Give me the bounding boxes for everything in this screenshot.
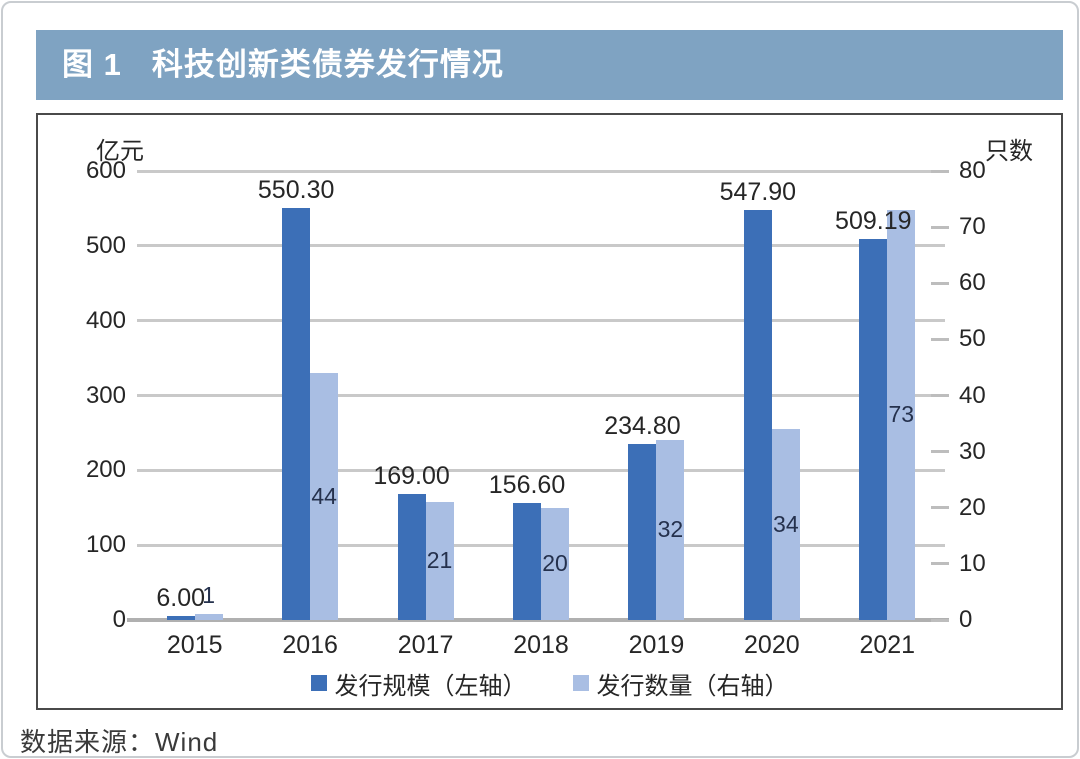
right-tick-label: 60 — [959, 269, 986, 297]
x-axis-label-2015: 2015 — [166, 631, 223, 659]
value-label-2017: 169.00 — [373, 461, 450, 490]
bar-count-2021 — [887, 210, 916, 620]
right-tick-mark — [931, 169, 949, 173]
figure-title: 科技创新类债券发行情况 — [151, 47, 504, 82]
left-tick-label: 300 — [85, 381, 126, 409]
bar-scale-2021 — [859, 238, 888, 620]
count-label-2021: 73 — [888, 401, 915, 428]
right-tick-label: 80 — [959, 157, 986, 184]
x-axis-label-2018: 2018 — [513, 631, 569, 659]
legend-swatch-icon — [572, 675, 589, 691]
right-axis-unit-label: 只数 — [985, 138, 1033, 165]
bar-count-2019 — [656, 440, 685, 620]
bar-scale-2017 — [397, 493, 426, 620]
gridline — [137, 468, 945, 472]
count-label-2020: 34 — [773, 510, 799, 537]
left-axis-unit-label: 亿元 — [96, 138, 144, 165]
count-label-2018: 20 — [542, 549, 568, 576]
figure-number: 图 1 — [62, 47, 122, 82]
gridline — [137, 319, 945, 323]
count-label-2019: 32 — [657, 516, 684, 543]
bar-count-2017 — [425, 502, 454, 620]
right-tick-label: 70 — [959, 213, 986, 241]
x-axis-label-2019: 2019 — [628, 631, 685, 659]
left-tick-label: 200 — [85, 456, 126, 484]
chart-card: 亿元 只数 6.00 1 550.30 44 169.00 21 156.60 20 234.8… — [36, 113, 1063, 710]
x-axis-label-2016: 2016 — [282, 631, 338, 659]
count-label-2016: 44 — [311, 482, 337, 509]
bar-count-2020 — [771, 429, 800, 620]
legend: 发行规模（左轴） 发行数量（右轴） — [38, 665, 1061, 701]
x-axis-label-2017: 2017 — [397, 631, 454, 659]
figure-title-bar: 图 1 科技创新类债券发行情况 — [36, 30, 1063, 100]
right-tick-label: 50 — [959, 325, 986, 353]
legend-swatch-icon — [310, 675, 327, 691]
right-tick-mark — [931, 618, 949, 622]
right-tick-mark — [931, 506, 949, 510]
bar-scale-2018 — [513, 502, 541, 620]
value-label-2016: 550.30 — [257, 176, 335, 205]
right-tick-label: 0 — [959, 606, 973, 633]
right-tick-mark — [931, 562, 949, 566]
data-source: 数据来源：Wind — [20, 727, 219, 757]
bar-count-2015 — [194, 614, 223, 620]
count-label-2015: 1 — [202, 582, 216, 609]
right-tick-label: 30 — [959, 437, 986, 465]
value-label-2015: 6.00 — [156, 583, 206, 612]
bar-count-2016 — [310, 373, 339, 620]
right-tick-mark — [931, 281, 949, 285]
left-tick-label: 600 — [85, 157, 126, 184]
x-axis-label-2021: 2021 — [859, 631, 916, 659]
value-label-2019: 234.80 — [604, 412, 681, 441]
right-tick-mark — [931, 394, 949, 397]
bar-scale-2015 — [166, 615, 195, 620]
gridline — [137, 169, 945, 173]
right-tick-mark — [931, 337, 949, 341]
right-tick-label: 40 — [959, 381, 986, 409]
value-label-2020: 547.90 — [719, 177, 797, 206]
left-tick-label: 100 — [85, 531, 126, 559]
x-axis-line — [127, 618, 949, 622]
value-label-2021: 509.19 — [835, 206, 912, 235]
value-label-2018: 156.60 — [488, 470, 566, 499]
right-tick-label: 10 — [959, 549, 986, 577]
left-tick-label: 0 — [112, 606, 126, 633]
right-tick-mark — [931, 225, 949, 229]
bar-scale-2020 — [743, 210, 772, 620]
legend-label: 发行规模（左轴） — [334, 672, 527, 700]
right-tick-mark — [931, 450, 949, 454]
plot-area: 6.00 1 550.30 44 169.00 21 156.60 20 234.80 32 547… — [127, 169, 949, 622]
bar-scale-2019 — [628, 444, 657, 620]
bar-scale-2016 — [282, 208, 311, 620]
legend-item: 发行数量（右轴） — [572, 666, 789, 701]
gridline — [137, 394, 945, 397]
x-axis-label-2020: 2020 — [744, 631, 800, 659]
legend-item: 发行规模（左轴） — [310, 666, 527, 701]
legend-label: 发行数量（右轴） — [596, 672, 789, 700]
right-tick-label: 20 — [959, 493, 986, 521]
left-tick-label: 400 — [85, 306, 126, 334]
bar-count-2018 — [541, 507, 569, 620]
count-label-2017: 21 — [426, 547, 453, 574]
gridline — [137, 244, 945, 248]
left-tick-label: 500 — [85, 231, 126, 259]
